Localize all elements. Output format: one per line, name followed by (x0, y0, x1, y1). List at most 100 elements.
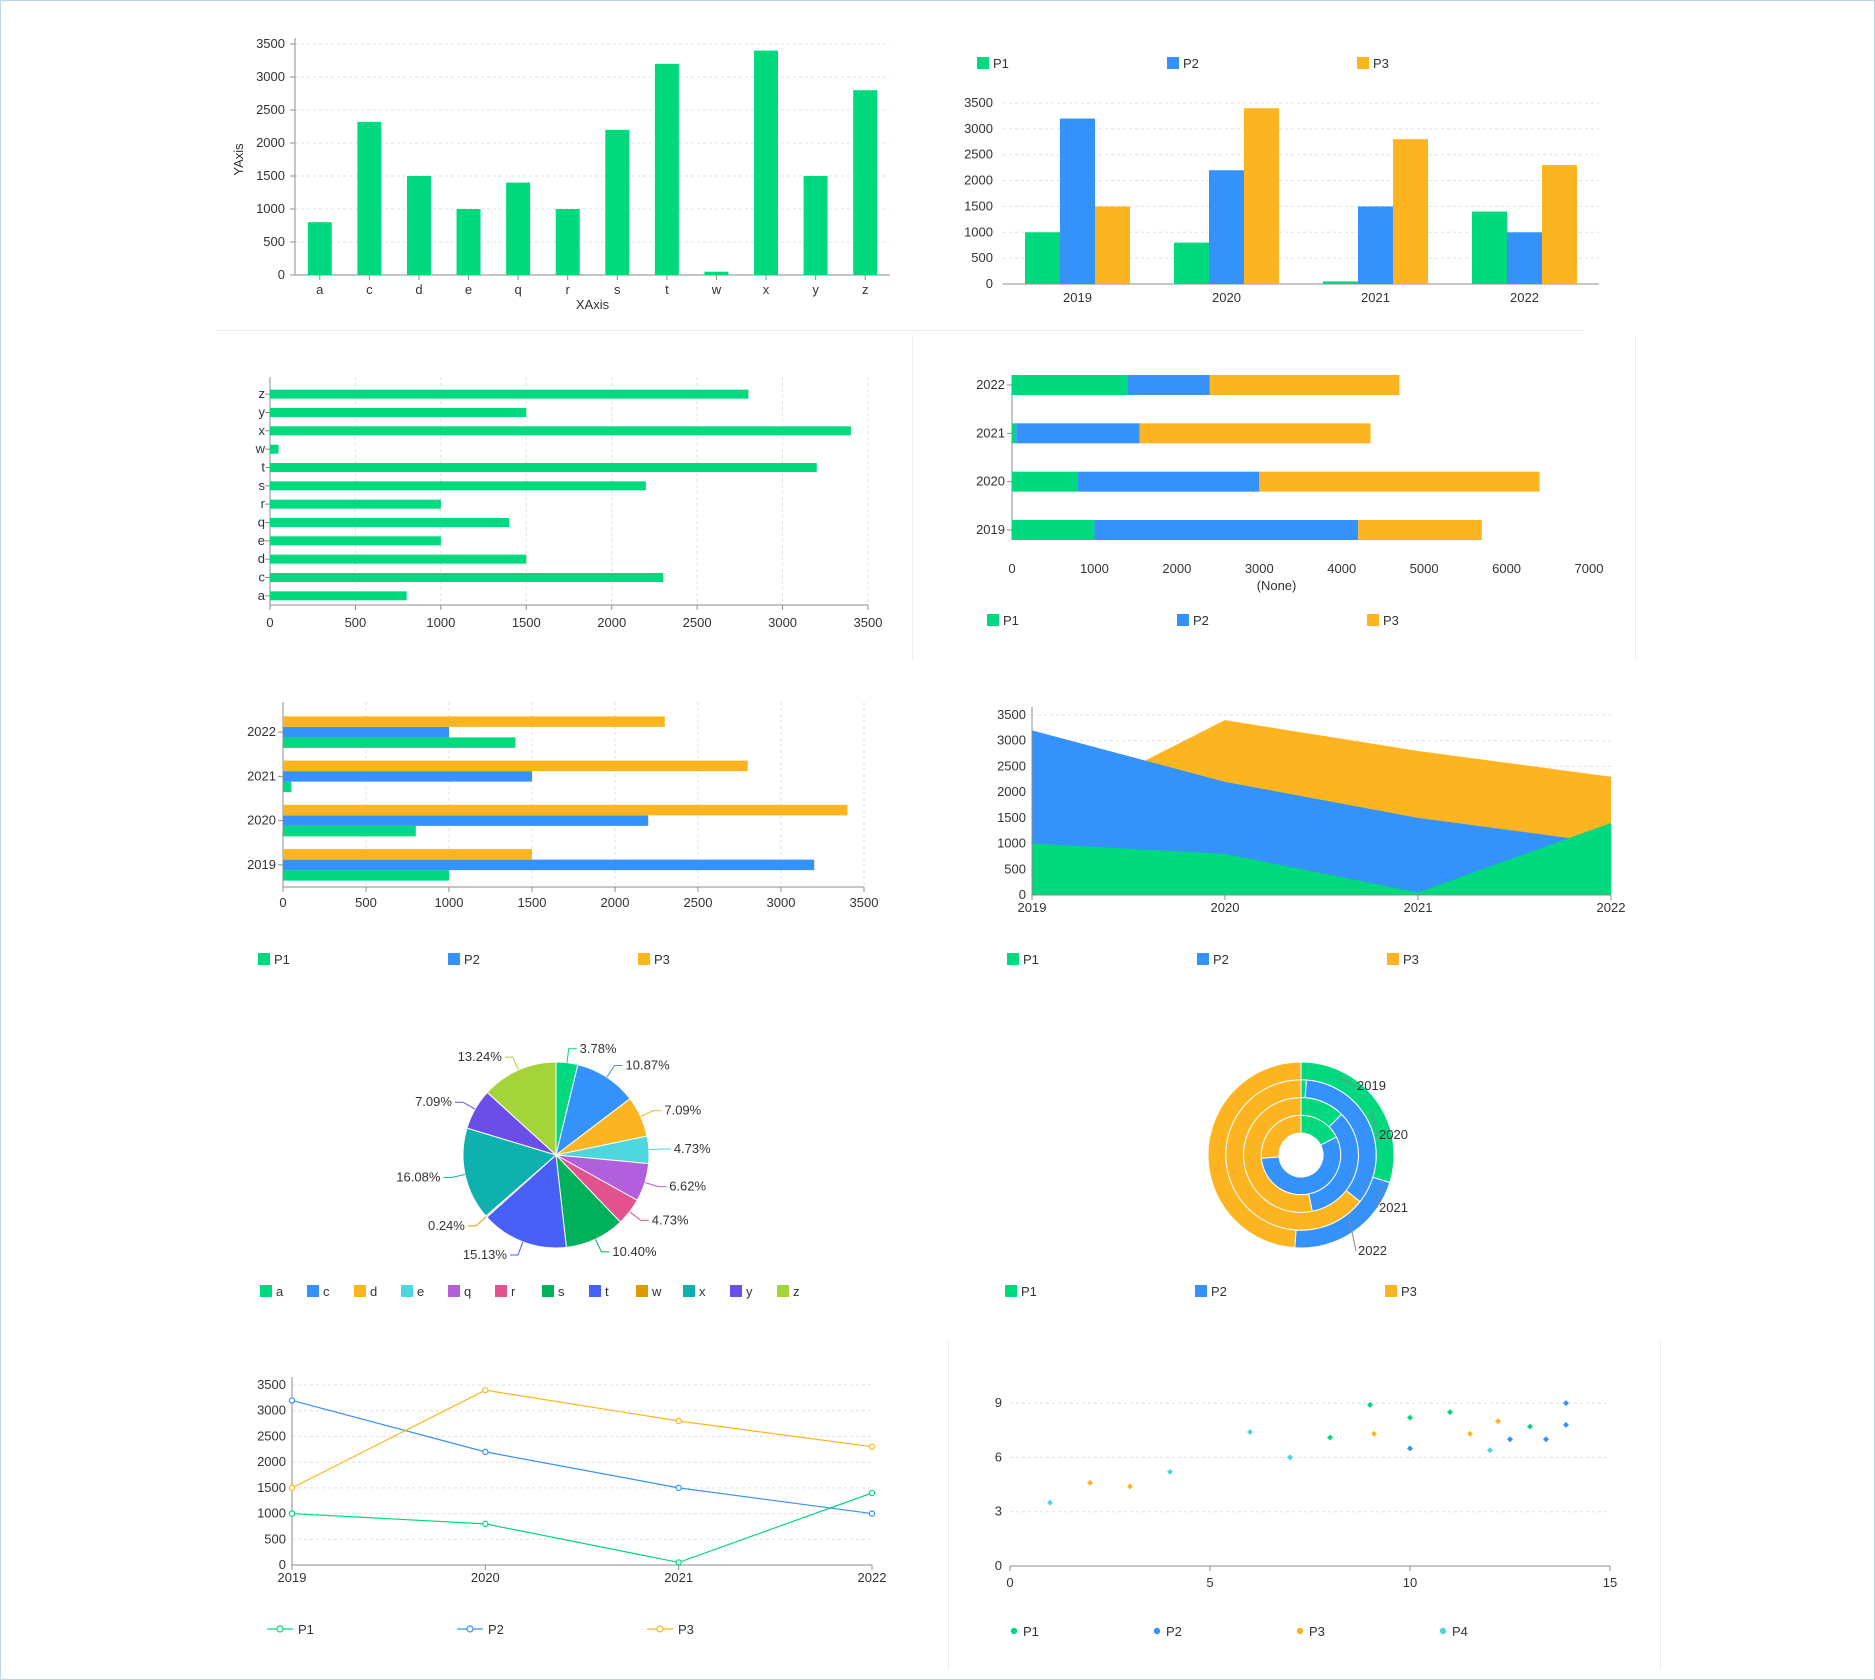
x-tick-label: d (415, 282, 422, 297)
x-tick-label: 1500 (512, 615, 541, 630)
y-tick-label: w (255, 441, 266, 456)
legend-swatch (401, 1285, 413, 1297)
pie-label: 4.73% (674, 1141, 711, 1156)
divider (1635, 335, 1636, 660)
bar-P1-2021 (283, 781, 292, 793)
pie-label-line (443, 1174, 466, 1178)
x-tick-label: 3000 (1245, 561, 1274, 576)
y-tick-label: 2000 (256, 135, 285, 150)
legend-label: P1 (1023, 952, 1039, 967)
legend-label: z (793, 1284, 800, 1299)
x-tick-label: 500 (355, 895, 377, 910)
bar-P1-2021 (1323, 281, 1358, 284)
y-tick-label: 1000 (964, 224, 993, 239)
y-tick-label: 2000 (964, 173, 993, 188)
y-tick-label: r (261, 496, 266, 511)
chart-bar-stacked-horizontal: 0 1000 2000 3000 4000 5000 6000 7000 (None) 2019 2… (937, 335, 1875, 665)
x-tick-label: 3000 (768, 615, 797, 630)
point-P4 (1487, 1447, 1493, 1454)
bar-x (270, 426, 851, 436)
y-tick-label: 1500 (257, 1480, 286, 1495)
bar-P3-2022 (283, 716, 665, 727)
legend-point-marker (656, 1625, 664, 1633)
legend-label: P3 (1401, 1284, 1417, 1299)
bar-P2-2020 (1077, 471, 1260, 492)
legend-label: P1 (298, 1622, 314, 1637)
point-P2 (1563, 1421, 1569, 1428)
x-tick-label: y (812, 282, 819, 297)
pie-label-line (640, 1110, 662, 1117)
point-P3 (1127, 1483, 1133, 1490)
bar-q (270, 518, 510, 527)
legend-dot-marker (1153, 1627, 1161, 1635)
bar-a (307, 222, 332, 275)
x-tick-label: 2020 (1211, 900, 1240, 915)
x-tick-label: 2019 (278, 1570, 307, 1585)
point-P3 (1371, 1430, 1377, 1437)
legend-swatch (1007, 953, 1019, 965)
x-tick-label: 2000 (601, 895, 630, 910)
ring-label-line (1347, 1213, 1357, 1252)
x-tick-label: w (711, 282, 722, 297)
chart-bar-vertical: 0 500 1000 1500 2000 2500 3000 3500 a c d e q r s t w x y z… (0, 0, 937, 330)
y-tick-label: 2000 (997, 784, 1026, 799)
x-tick-label: z (862, 282, 869, 297)
chart-svg: 2019 2020 2021 2022 P1 P2 P3 (1005, 1061, 1417, 1299)
chart-svg: 0 500 1000 1500 2000 2500 3000 3500 a c d e q r s t w x y z… (231, 36, 890, 312)
y-tick-label: t (261, 460, 265, 475)
bar-P2-2020 (283, 815, 649, 826)
point-P2 (1407, 1445, 1413, 1452)
legend-swatch (260, 1285, 272, 1297)
legend-label: P2 (1193, 613, 1209, 628)
y-tick-label: 3000 (997, 733, 1026, 748)
x-tick-label: 7000 (1575, 561, 1604, 576)
y-tick-label: 6 (995, 1449, 1002, 1464)
legend-swatch (1167, 57, 1179, 69)
chart-svg: P1 P2 P3 0 500 1000 1500 2000 2500 3000 3500 2019 20… (964, 56, 1599, 305)
point-P4 (1167, 1468, 1173, 1475)
y-tick-label: 2021 (976, 425, 1005, 440)
y-tick-label: 0 (278, 267, 285, 282)
y-tick-label: z (259, 386, 266, 401)
pie-label-line (648, 1148, 671, 1151)
y-tick-label: 2500 (257, 1428, 286, 1443)
y-tick-label: 3500 (257, 1377, 286, 1392)
pie-label-line (566, 1048, 577, 1063)
x-tick-label: 2022 (858, 1570, 887, 1585)
chart-bar-grouped: P1 P2 P3 0 500 1000 1500 2000 2500 3000 3500 2019 20… (937, 0, 1875, 330)
legend-swatch (1385, 1285, 1397, 1297)
x-tick-label: 2021 (664, 1570, 693, 1585)
legend-label: P1 (274, 952, 290, 967)
point-P3-2021 (675, 1417, 682, 1425)
bar-P3-2022 (1542, 165, 1577, 284)
bar-z (853, 90, 878, 275)
x-tick-label: q (515, 282, 522, 297)
bar-P2-2021 (1358, 206, 1393, 284)
legend-swatch (1195, 1285, 1207, 1297)
legend-swatch (636, 1285, 648, 1297)
point-P2-2022 (868, 1510, 876, 1517)
point-P4 (1247, 1429, 1253, 1436)
chart-svg: 0 1000 2000 3000 4000 5000 6000 7000 (None) 2019 2… (976, 375, 1604, 628)
line-P1 (291, 1492, 873, 1564)
y-axis-title: YAxis (231, 143, 246, 176)
legend-label: P2 (488, 1622, 504, 1637)
y-tick-label: 9 (995, 1395, 1002, 1410)
point-P2 (1543, 1436, 1549, 1443)
chart-svg: 0 500 1000 1500 2000 2500 3000 3500 2019 2020 2021… (247, 702, 878, 967)
legend-label: P3 (1403, 952, 1419, 967)
bar-s (270, 481, 646, 491)
point-P1 (1447, 1409, 1453, 1416)
legend-swatch (730, 1285, 742, 1297)
legend-label: P3 (654, 952, 670, 967)
legend-label: a (276, 1284, 284, 1299)
legend-point-marker (276, 1625, 284, 1633)
x-tick-label: 2022 (1510, 290, 1539, 305)
divider (948, 1340, 949, 1670)
ring-segment-2022-P3 (1207, 1061, 1302, 1249)
bar-y (270, 408, 527, 417)
bar-P2-2020 (1209, 170, 1244, 284)
y-tick-label: 3500 (997, 707, 1026, 722)
bar-P1-2022 (283, 737, 516, 748)
divider (912, 335, 913, 660)
